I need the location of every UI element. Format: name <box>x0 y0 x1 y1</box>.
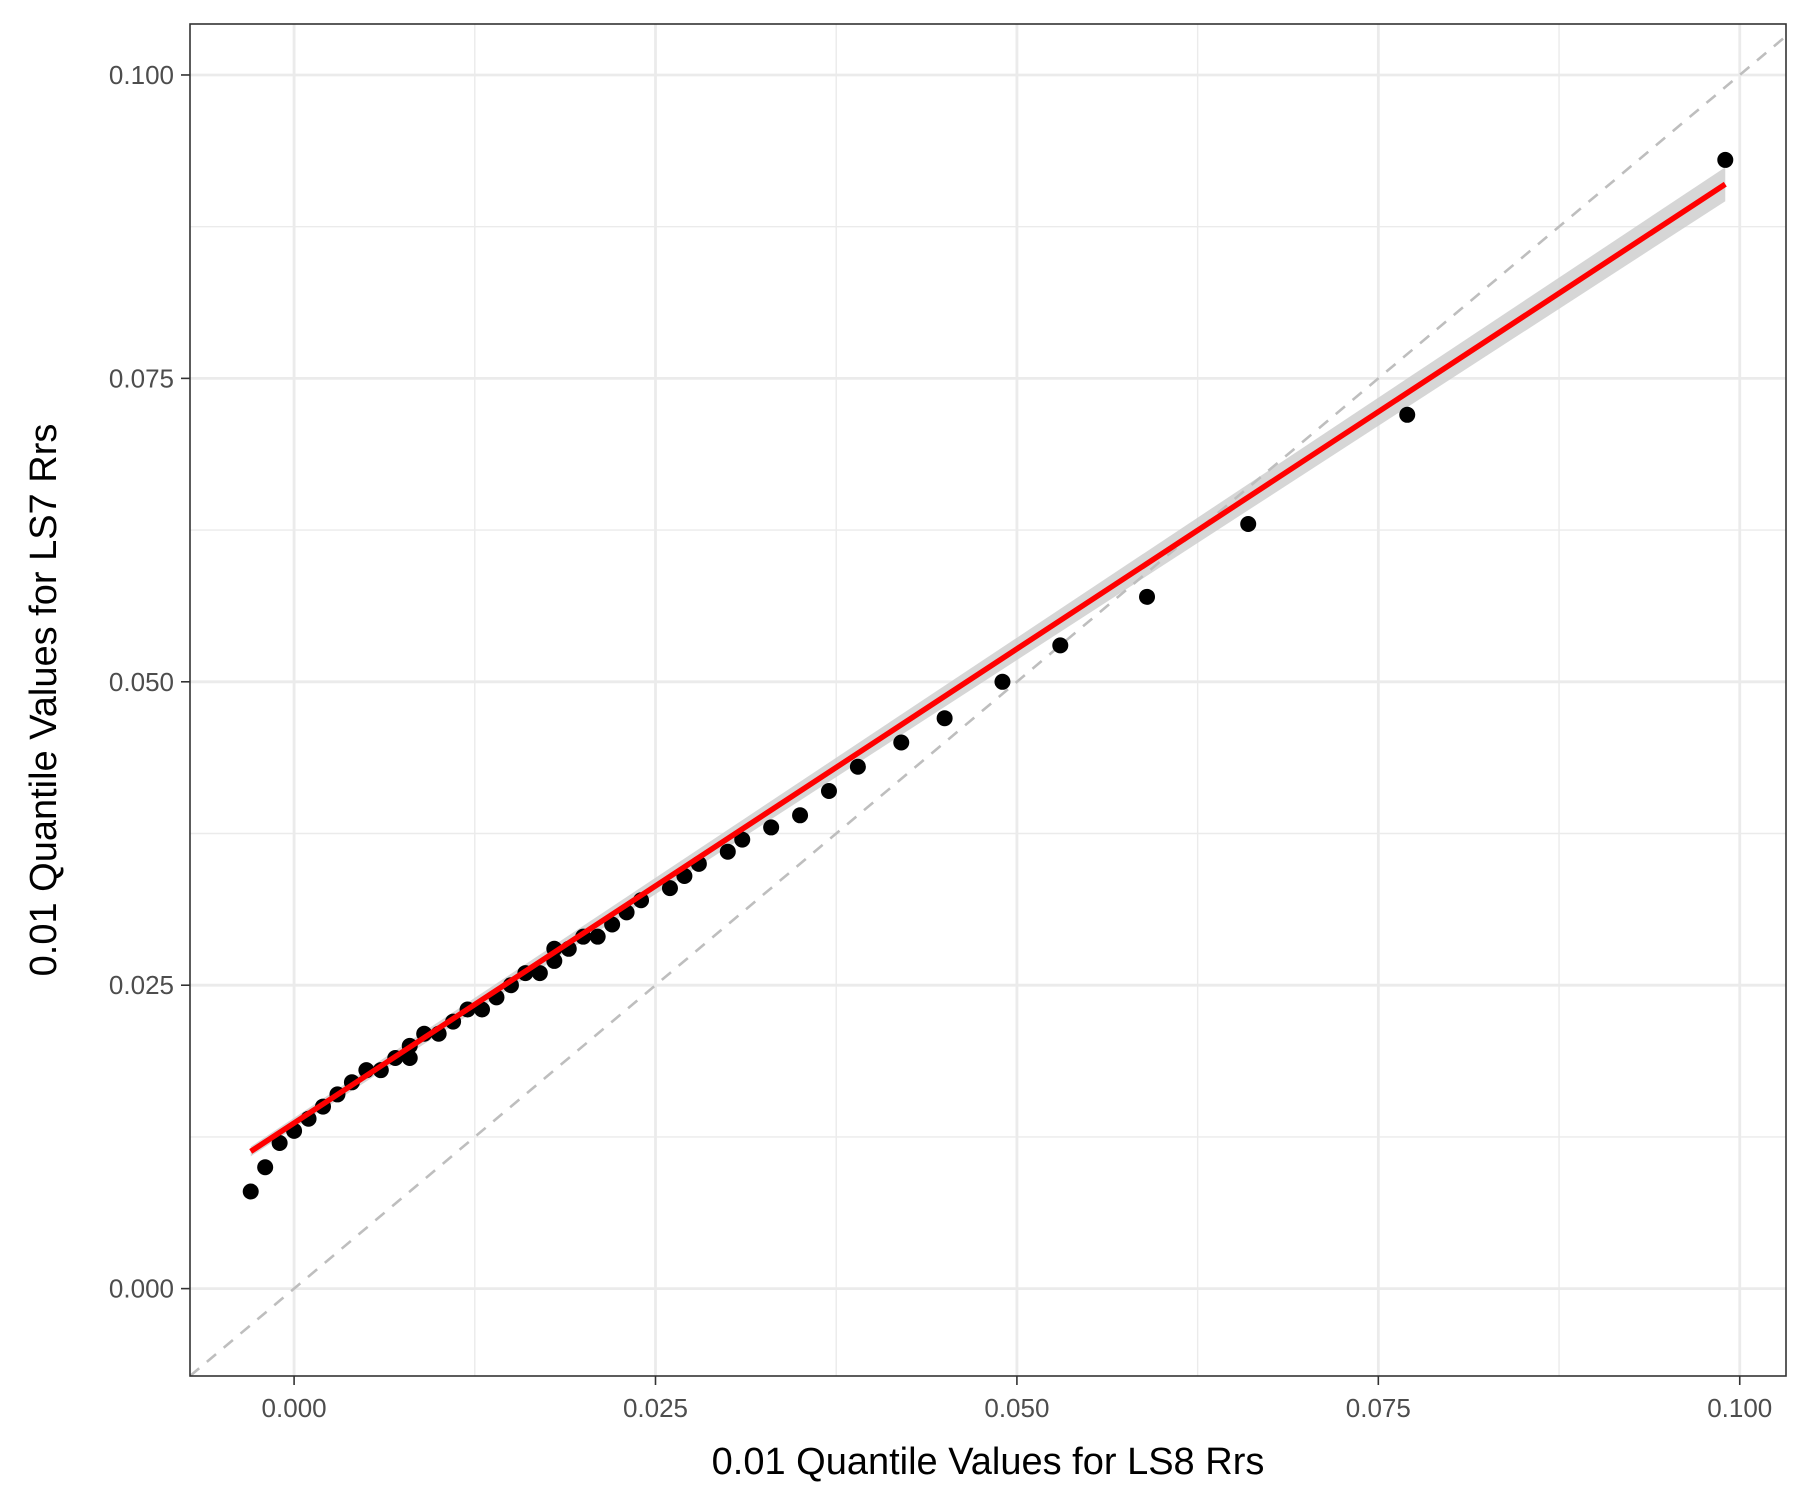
data-point <box>589 928 606 945</box>
data-point <box>893 734 910 751</box>
data-point <box>1052 637 1069 654</box>
data-point <box>792 807 809 824</box>
data-point <box>1717 151 1734 168</box>
data-point <box>242 1183 259 1200</box>
grid-major <box>190 24 1786 1376</box>
y-tick-label: 0.100 <box>109 60 174 90</box>
x-tick-label: 0.025 <box>623 1393 688 1423</box>
identity-line-path <box>189 35 1787 1377</box>
panel-border <box>189 23 1787 1377</box>
identity-line <box>189 35 1787 1377</box>
data-point <box>994 673 1011 690</box>
y-tick-label: 0.000 <box>109 1274 174 1304</box>
data-point <box>604 916 621 933</box>
x-axis-title: 0.01 Quantile Values for LS8 Rrs <box>712 1441 1265 1483</box>
x-tick-label: 0.075 <box>1346 1393 1411 1423</box>
x-tick-label: 0.050 <box>984 1393 1049 1423</box>
data-point <box>719 843 736 860</box>
data-point <box>763 819 780 836</box>
regression-line-path <box>249 181 1727 1154</box>
data-point <box>936 710 953 727</box>
panel-background <box>190 24 1786 1376</box>
data-point <box>820 783 837 800</box>
y-tick-label: 0.025 <box>109 970 174 1000</box>
y-tick-label: 0.075 <box>109 363 174 393</box>
data-point <box>531 965 548 982</box>
grid-minor <box>190 24 1786 1376</box>
x-tick-label: 0.000 <box>262 1393 327 1423</box>
data-point <box>661 880 678 897</box>
x-tick-label: 0.100 <box>1707 1393 1772 1423</box>
x-axis-ticks: 0.000 0.025 0.050 0.075 0.100 <box>262 1376 1772 1423</box>
y-axis-ticks: 0.000 0.025 0.050 0.075 0.100 <box>109 60 190 1304</box>
data-point <box>401 1050 418 1067</box>
data-point <box>849 758 866 775</box>
data-point <box>1240 516 1257 533</box>
data-point <box>257 1159 274 1176</box>
data-point <box>271 1134 288 1151</box>
y-tick-label: 0.050 <box>109 667 174 697</box>
data-point <box>1399 406 1416 423</box>
data-point <box>1139 588 1156 605</box>
y-axis-title: 0.01 Quantile Values for LS7 Rrs <box>23 424 65 977</box>
data-point <box>734 831 751 848</box>
regression-line <box>249 181 1727 1154</box>
